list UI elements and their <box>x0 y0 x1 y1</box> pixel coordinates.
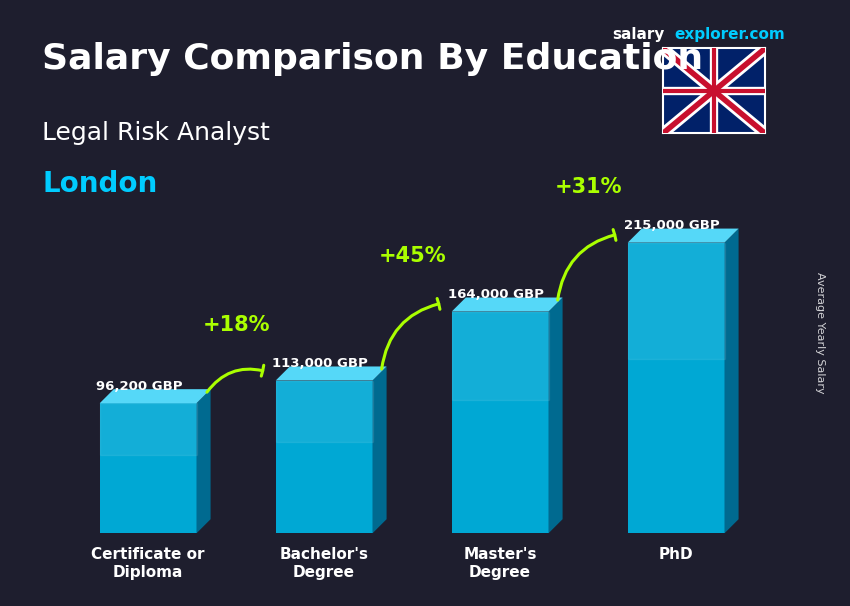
FancyBboxPatch shape <box>275 381 372 533</box>
Text: salary: salary <box>612 27 665 42</box>
Polygon shape <box>627 228 739 242</box>
FancyBboxPatch shape <box>99 403 196 533</box>
Text: 215,000 GBP: 215,000 GBP <box>624 219 720 232</box>
FancyBboxPatch shape <box>627 242 724 533</box>
Polygon shape <box>627 242 724 359</box>
Polygon shape <box>451 311 548 400</box>
Text: +31%: +31% <box>554 177 622 197</box>
Text: 113,000 GBP: 113,000 GBP <box>272 357 368 370</box>
Text: explorer.com: explorer.com <box>674 27 785 42</box>
Polygon shape <box>724 228 739 533</box>
Text: Legal Risk Analyst: Legal Risk Analyst <box>42 121 270 145</box>
Text: +18%: +18% <box>202 315 269 335</box>
Polygon shape <box>99 389 211 403</box>
Text: +45%: +45% <box>378 246 446 266</box>
Polygon shape <box>548 298 563 533</box>
Polygon shape <box>196 389 211 533</box>
Polygon shape <box>372 367 387 533</box>
Text: Salary Comparison By Education: Salary Comparison By Education <box>42 42 704 76</box>
Polygon shape <box>451 298 563 311</box>
Text: Average Yearly Salary: Average Yearly Salary <box>815 273 825 394</box>
Text: London: London <box>42 170 158 198</box>
Polygon shape <box>99 403 196 455</box>
Text: 96,200 GBP: 96,200 GBP <box>96 380 183 393</box>
Polygon shape <box>275 367 387 381</box>
Polygon shape <box>275 381 372 442</box>
FancyBboxPatch shape <box>451 311 548 533</box>
Text: 164,000 GBP: 164,000 GBP <box>448 288 544 301</box>
